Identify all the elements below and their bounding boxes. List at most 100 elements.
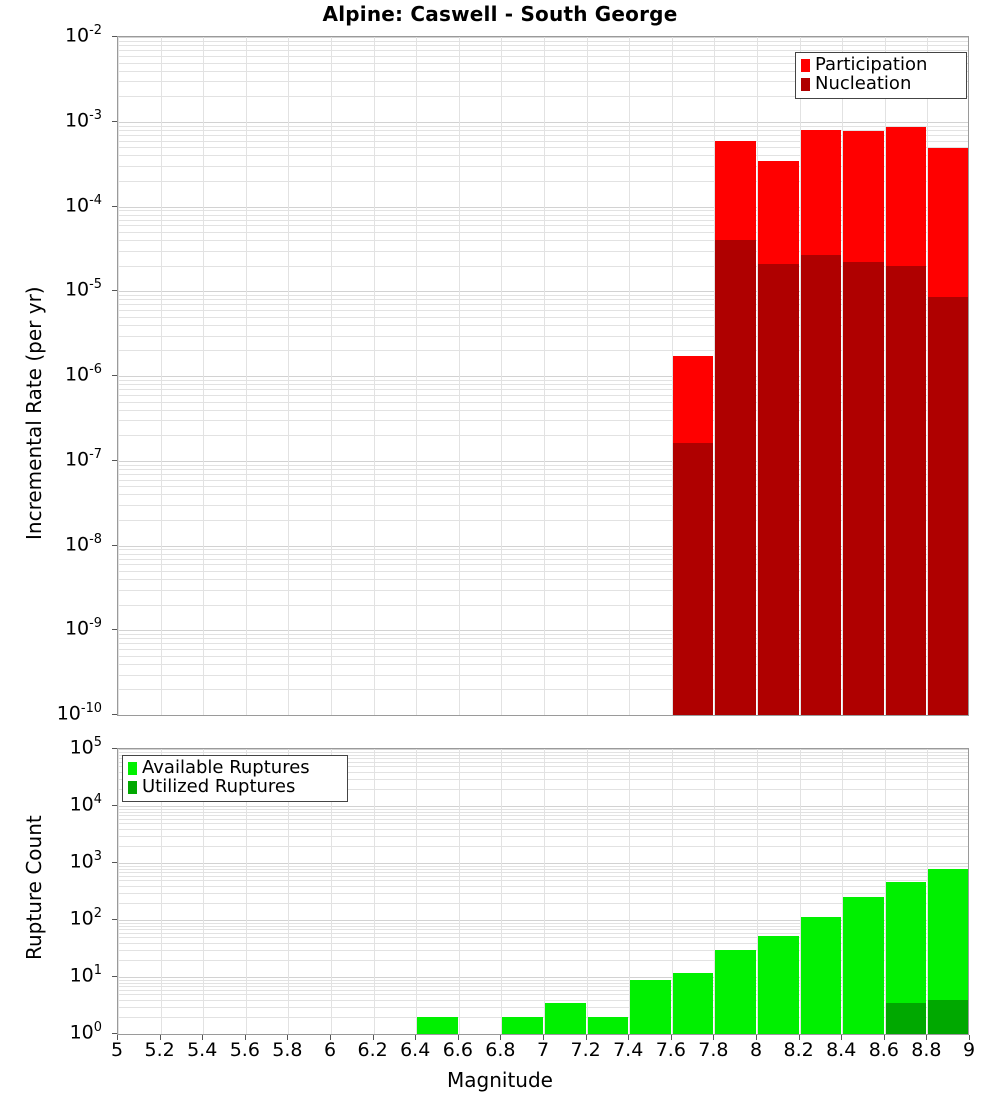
x-tick-mark [457,1035,459,1040]
x-tick-mark [841,1035,843,1040]
gridline-horizontal [118,749,968,750]
gridline-horizontal [118,62,968,64]
gridline-horizontal [118,638,968,640]
rate-bar [800,130,842,715]
gridline-horizontal [118,519,968,521]
gridline-horizontal [118,335,968,337]
rupture-count-bar [630,979,671,1034]
x-tick-label: 7.6 [655,1039,686,1061]
x-tick-mark [500,1035,502,1040]
gridline-horizontal [118,674,968,676]
gridline-horizontal [118,291,968,293]
x-tick-mark [202,1035,204,1040]
x-tick-mark [543,1035,544,1040]
rupture-count-bar [715,949,756,1034]
x-tick-label: 6.4 [400,1039,431,1061]
gridline-vertical [501,749,503,1034]
gridline-horizontal [118,880,968,882]
gridline-horizontal [118,942,968,944]
gridline-horizontal [118,871,968,873]
gridline-horizontal [118,751,968,753]
gridline-horizontal [118,558,968,560]
y-tick-label: 10-3 [64,107,102,132]
gridline-vertical [416,749,418,1034]
gridline-horizontal [118,928,968,930]
gridline-horizontal [118,778,968,780]
gridline-horizontal [118,999,968,1001]
y-tick-label: 10-2 [64,23,102,47]
y-tick-label: 10-6 [64,362,102,386]
top-y-axis-tick-labels: 10-2 10-3 10-4 10-5 10-6 10-7 10-8 10-9 10-10 [0,0,117,1100]
gridline-horizontal [118,295,968,297]
x-tick-mark [670,1035,672,1040]
gridline-horizontal [118,771,968,773]
gridline-horizontal [118,147,968,149]
y-tick-mark [112,748,117,749]
gridline-horizontal [118,761,968,763]
gridline-horizontal [118,250,968,252]
gridline-horizontal [118,571,968,572]
gridline-horizontal [118,350,968,352]
gridline-vertical [629,749,631,1034]
incremental-rate-plot [117,36,969,716]
gridline-horizontal [118,464,968,466]
y-tick-label: 103 [69,849,102,873]
x-tick-label: 7 [536,1039,550,1061]
nucleation-bar-segment [885,265,927,715]
gridline-vertical [118,749,119,1034]
gridline-vertical [160,749,162,1034]
gridline-horizontal [118,959,968,961]
x-tick-mark [628,1035,630,1040]
x-tick-mark [713,1035,715,1040]
gridline-horizontal [118,121,968,123]
gridline-horizontal [118,401,968,403]
gridline-horizontal [118,663,968,665]
legend-label: Utilized Ruptures [142,775,296,797]
x-tick-label: 8.8 [911,1039,942,1061]
gridline-horizontal [118,818,968,820]
gridline-horizontal [118,304,968,306]
gridline-horizontal [118,757,968,759]
gridline-vertical [501,37,503,715]
gridline-horizontal [118,808,968,810]
gridline-horizontal [118,892,968,894]
gridline-horizontal [118,985,968,987]
legend-label: Participation [815,54,928,75]
gridline-vertical [884,749,886,1034]
x-tick-label: 6.2 [357,1039,388,1061]
nucleation-bar-segment [843,262,884,715]
bottom-legend-item: Utilized Ruptures [128,775,341,797]
gridline-horizontal [118,140,968,142]
gridline-horizontal [118,643,968,645]
gridline-horizontal [118,766,968,768]
gridline-horizontal [118,1016,968,1018]
gridline-horizontal [118,865,968,867]
gridline-horizontal [118,460,968,462]
gridline-vertical [544,37,545,715]
gridline-horizontal [118,811,968,813]
nucleation-bar-segment [800,254,842,715]
gridline-horizontal [118,232,968,233]
x-tick-mark [798,1035,800,1040]
gridline-horizontal [118,45,968,47]
gridline-vertical [757,37,758,715]
x-tick-mark [415,1035,417,1040]
gridline-vertical [331,749,332,1034]
nucleation-bar-segment [928,297,968,715]
gridline-horizontal [118,604,968,606]
gridline-horizontal [118,473,968,475]
gridline-horizontal [118,219,968,221]
x-axis-title: Magnitude [447,1068,553,1092]
gridline-vertical [331,37,332,715]
x-tick-label: 6 [323,1039,337,1061]
rupture-count-bar [928,869,968,1034]
gridline-vertical [288,37,290,715]
rupture-count-bar [800,916,842,1034]
gridline-horizontal [118,129,968,131]
gridline-vertical [373,37,375,715]
gridline-horizontal [118,925,968,927]
y-tick-mark [112,1033,117,1034]
gridline-horizontal [118,96,968,98]
gridline-horizontal [118,155,968,157]
nucleation-bar-segment [758,263,799,715]
